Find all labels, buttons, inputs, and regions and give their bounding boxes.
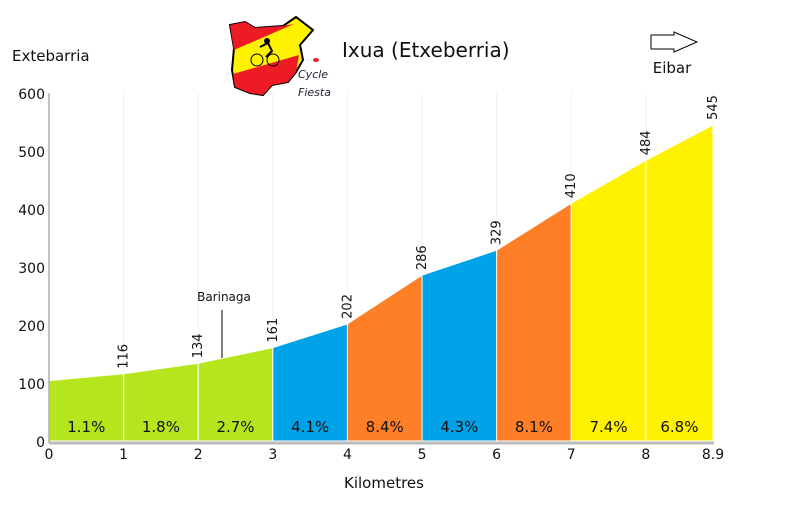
x-tick-label: 3 (268, 447, 277, 463)
x-tick-label: 4 (343, 447, 352, 463)
x-tick-label: 5 (418, 447, 427, 463)
gradient-label: 7.4% (589, 418, 627, 436)
logo-text-cycle: Cycle (298, 68, 328, 81)
gradient-label: 8.1% (515, 418, 553, 436)
y-tick-label: 100 (18, 377, 45, 393)
arrow-right-icon (650, 31, 699, 53)
end-label: Eibar (653, 59, 692, 77)
y-tick-label: 400 (18, 203, 45, 219)
gradient-label: 8.4% (366, 418, 404, 436)
annotation-label: Barinaga (197, 290, 251, 304)
gradient-label: 4.3% (440, 418, 478, 436)
x-tick-label: 0 (45, 447, 54, 463)
y-tick-label: 200 (18, 319, 45, 335)
logo-text-fiesta: Fiesta (298, 86, 331, 99)
x-tick-label: 8 (641, 447, 650, 463)
elevation-label: 329 (490, 220, 505, 245)
segment-area (421, 249, 498, 442)
x-tick-label: 8.9 (702, 447, 724, 463)
elevation-label: 410 (564, 173, 579, 198)
cycle-fiesta-logo: Cycle Fiesta (228, 15, 331, 99)
gradient-label: 1.1% (67, 418, 105, 436)
y-tick-label: 0 (36, 435, 45, 451)
elevation-label: 286 (415, 245, 430, 270)
segment-area (496, 202, 572, 442)
elevation-label: 484 (639, 130, 654, 155)
elevation-label: 116 (117, 344, 132, 369)
elevation-label: 545 (706, 95, 721, 120)
x-tick-label: 6 (492, 447, 501, 463)
y-tick-label: 500 (18, 145, 45, 161)
elevation-label: 134 (191, 333, 206, 358)
elevation-label: 202 (340, 294, 355, 319)
gradient-label: 2.7% (216, 418, 254, 436)
gradient-label: 4.1% (291, 418, 329, 436)
chart-title: Ixua (Etxeberria) (342, 38, 510, 62)
x-tick-label: 2 (194, 447, 203, 463)
gradient-label: 6.8% (660, 418, 698, 436)
segment-area (346, 274, 423, 442)
segment-area (645, 124, 714, 442)
x-tick-label: 1 (119, 447, 128, 463)
start-label: Extebarria (12, 47, 90, 65)
segment-area (570, 159, 647, 442)
x-axis-title: Kilometres (344, 474, 424, 492)
y-tick-label: 600 (18, 87, 45, 103)
gradient-label: 1.8% (142, 418, 180, 436)
annotation-barinaga: Barinaga (197, 290, 251, 358)
x-tick-label: 7 (567, 447, 576, 463)
y-tick-label: 300 (18, 261, 45, 277)
elevation-label: 161 (266, 318, 281, 343)
